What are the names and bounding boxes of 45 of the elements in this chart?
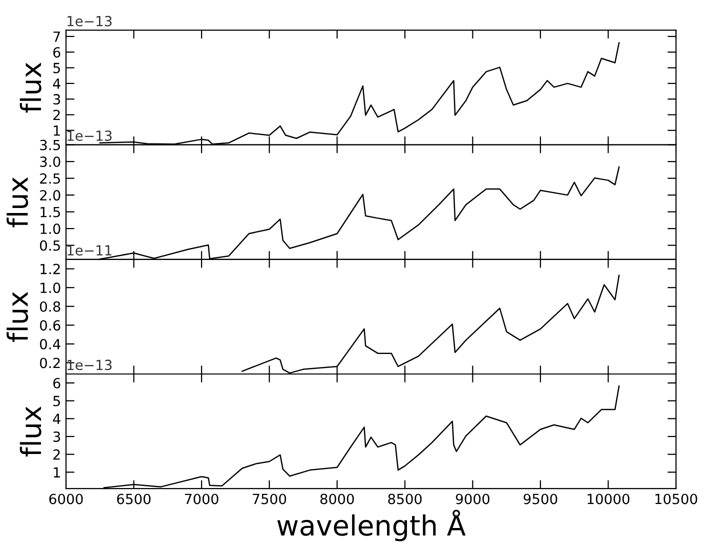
y-tick-label: 2 <box>53 110 60 120</box>
y-tick-label: 0.5 <box>40 240 60 251</box>
y-tick-label: 6 <box>53 378 60 388</box>
y-tick-label: 5 <box>53 396 60 406</box>
y-tick-label: 2.0 <box>40 190 60 201</box>
annotation: 1e−11 <box>68 245 112 256</box>
y-tick-label: 5 <box>53 62 60 74</box>
y-tick-label: 3 <box>53 94 60 105</box>
y-tick-label: 4 <box>52 414 60 424</box>
y-tick-label: 0.4 <box>40 338 60 350</box>
y-axis-title: flux <box>20 62 42 113</box>
annotation: 1e−13 <box>68 130 112 141</box>
x-tick-label: 10500 <box>655 494 698 504</box>
y-tick-label: 3 <box>53 431 60 442</box>
y-axis-title: flux <box>6 292 28 342</box>
x-tick-label: 8000 <box>320 494 354 504</box>
y-tick-label: 0.2 <box>40 358 60 368</box>
y-tick-label: 1.0 <box>40 282 60 294</box>
y-tick-label: 3.0 <box>40 156 60 168</box>
x-tick-label: 10000 <box>588 494 630 504</box>
y-tick-label: 2 <box>53 449 60 460</box>
y-tick-label: 1 <box>54 126 60 136</box>
y-tick-label: 0.8 <box>40 301 60 312</box>
x-axis-title: wavelength Å <box>277 510 466 542</box>
y-tick-label: 0.6 <box>40 320 60 331</box>
y-axis-title: flux <box>6 177 28 228</box>
y-tick-label: 1 <box>54 467 60 478</box>
annotation: 1e−13 <box>68 360 112 370</box>
y-tick-label: 4 <box>52 78 60 89</box>
x-tick-label: 7500 <box>252 494 286 504</box>
y-tick-label: 3.5 <box>40 140 60 150</box>
y-tick-label: 6 <box>53 47 60 58</box>
x-tick-label: 8500 <box>388 494 422 504</box>
y-tick-label: 1.5 <box>40 206 60 218</box>
text: 1e−13 <box>68 16 112 26</box>
x-tick-label: 6000 <box>49 494 83 504</box>
y-tick-label: 2.5 <box>40 173 60 184</box>
y-axis-title: flux <box>20 406 42 456</box>
x-tick-label: 9500 <box>524 494 558 504</box>
y-tick-label: 7 <box>53 32 60 42</box>
x-tick-label: 7000 <box>185 494 218 504</box>
y-tick-label: 1.0 <box>40 224 60 234</box>
y-tick-label: 1.2 <box>40 264 60 274</box>
x-tick-label: 6500 <box>117 494 151 504</box>
x-tick-label: 9000 <box>456 494 490 504</box>
